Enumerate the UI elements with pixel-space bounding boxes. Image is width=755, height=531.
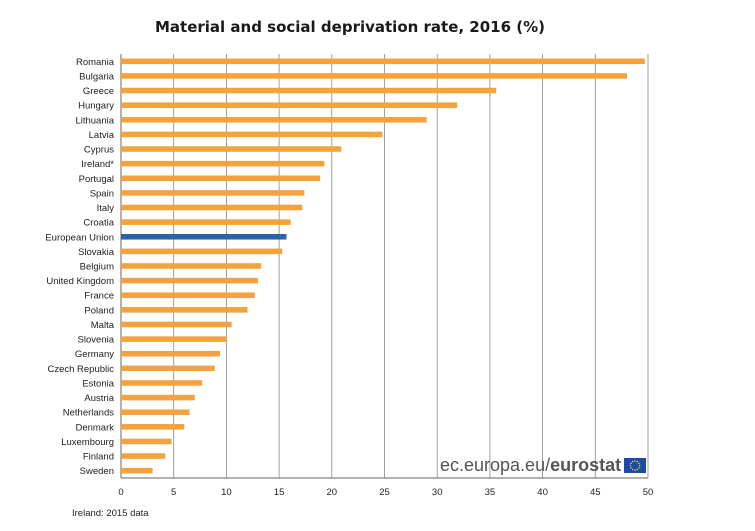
bar <box>121 73 627 79</box>
x-tick-label: 20 <box>327 487 338 498</box>
bar <box>121 467 153 474</box>
category-label: Croatia <box>83 218 114 229</box>
x-tick-label: 45 <box>590 487 601 498</box>
category-label: Bulgaria <box>79 71 115 82</box>
bar <box>121 394 195 401</box>
x-tick-label: 35 <box>485 487 496 498</box>
bar <box>121 175 321 182</box>
category-label: Latvia <box>89 130 115 141</box>
eurostat-branding: ec.europa.eu/eurostat <box>440 455 647 476</box>
category-label: Austria <box>84 393 114 404</box>
chart-title: Material and social deprivation rate, 20… <box>154 18 546 36</box>
flag-star <box>632 468 634 471</box>
flag-star <box>630 467 632 469</box>
x-tick-label: 25 <box>379 487 390 498</box>
category-label: Spain <box>90 188 114 199</box>
bar <box>121 336 227 342</box>
bar <box>121 321 232 328</box>
category-label: Finland <box>83 452 114 463</box>
flag-star <box>636 460 639 463</box>
category-label: Belgium <box>80 262 114 273</box>
flag-star <box>638 464 641 467</box>
bar <box>121 58 645 65</box>
flag-star <box>638 462 640 464</box>
category-label: Hungary <box>78 101 114 112</box>
category-label: Lithuania <box>75 115 114 126</box>
category-label: Portugal <box>79 174 114 185</box>
bar <box>121 307 248 313</box>
flag-star <box>636 468 639 471</box>
category-label: Poland <box>84 305 114 316</box>
brand-name: eurostat <box>550 455 622 475</box>
x-tick-label: 15 <box>274 487 285 498</box>
x-tick-label: 30 <box>432 487 443 498</box>
bar <box>121 204 303 211</box>
category-label: Denmark <box>75 422 114 433</box>
bar <box>121 219 291 225</box>
flag-star <box>634 460 636 462</box>
category-label: Estonia <box>82 378 114 389</box>
bar <box>121 160 325 167</box>
category-label: Sweden <box>80 466 114 477</box>
eu-flag-icon <box>624 458 647 473</box>
category-label: United Kingdom <box>46 276 114 287</box>
bar <box>121 424 185 430</box>
bar <box>121 263 262 269</box>
bar <box>121 233 287 240</box>
category-label: Slovenia <box>78 335 115 346</box>
x-tick-label: 10 <box>221 487 232 498</box>
category-label: Germany <box>75 349 114 360</box>
category-label: Cyprus <box>84 145 114 156</box>
bar <box>121 292 255 299</box>
bar <box>121 102 458 108</box>
bar <box>121 453 166 459</box>
category-label: Ireland* <box>81 159 114 170</box>
bar <box>121 131 383 138</box>
bar <box>121 380 203 386</box>
brand-url: ec.europa.eu/ <box>440 455 551 475</box>
category-label: Italy <box>97 203 115 214</box>
bar <box>121 117 427 123</box>
category-label: Luxembourg <box>61 437 114 448</box>
category-label: European Union <box>45 232 114 243</box>
bar <box>121 248 283 255</box>
flag-star <box>634 469 636 471</box>
category-label: Czech Republic <box>47 364 114 375</box>
category-label: Greece <box>83 86 114 97</box>
category-label: Slovakia <box>78 247 115 258</box>
bar <box>121 190 305 196</box>
category-label: Netherlands <box>63 408 114 419</box>
x-tick-label: 50 <box>643 487 654 498</box>
bar <box>121 87 497 94</box>
flag-star <box>629 464 632 467</box>
category-label: Malta <box>91 320 115 331</box>
x-tick-label: 40 <box>537 487 548 498</box>
category-label: France <box>84 291 114 302</box>
bar <box>121 277 259 284</box>
bar <box>121 365 215 372</box>
bar <box>121 438 172 445</box>
bar <box>121 409 190 415</box>
x-tick-label: 5 <box>171 487 176 498</box>
flag-star <box>630 462 632 464</box>
x-tick-label: 0 <box>118 487 123 498</box>
bar <box>121 350 221 357</box>
flag-star <box>632 460 634 463</box>
bar <box>121 146 342 152</box>
flag-star <box>638 467 640 469</box>
footnote: Ireland: 2015 data <box>72 508 149 519</box>
category-label: Romania <box>76 57 115 68</box>
